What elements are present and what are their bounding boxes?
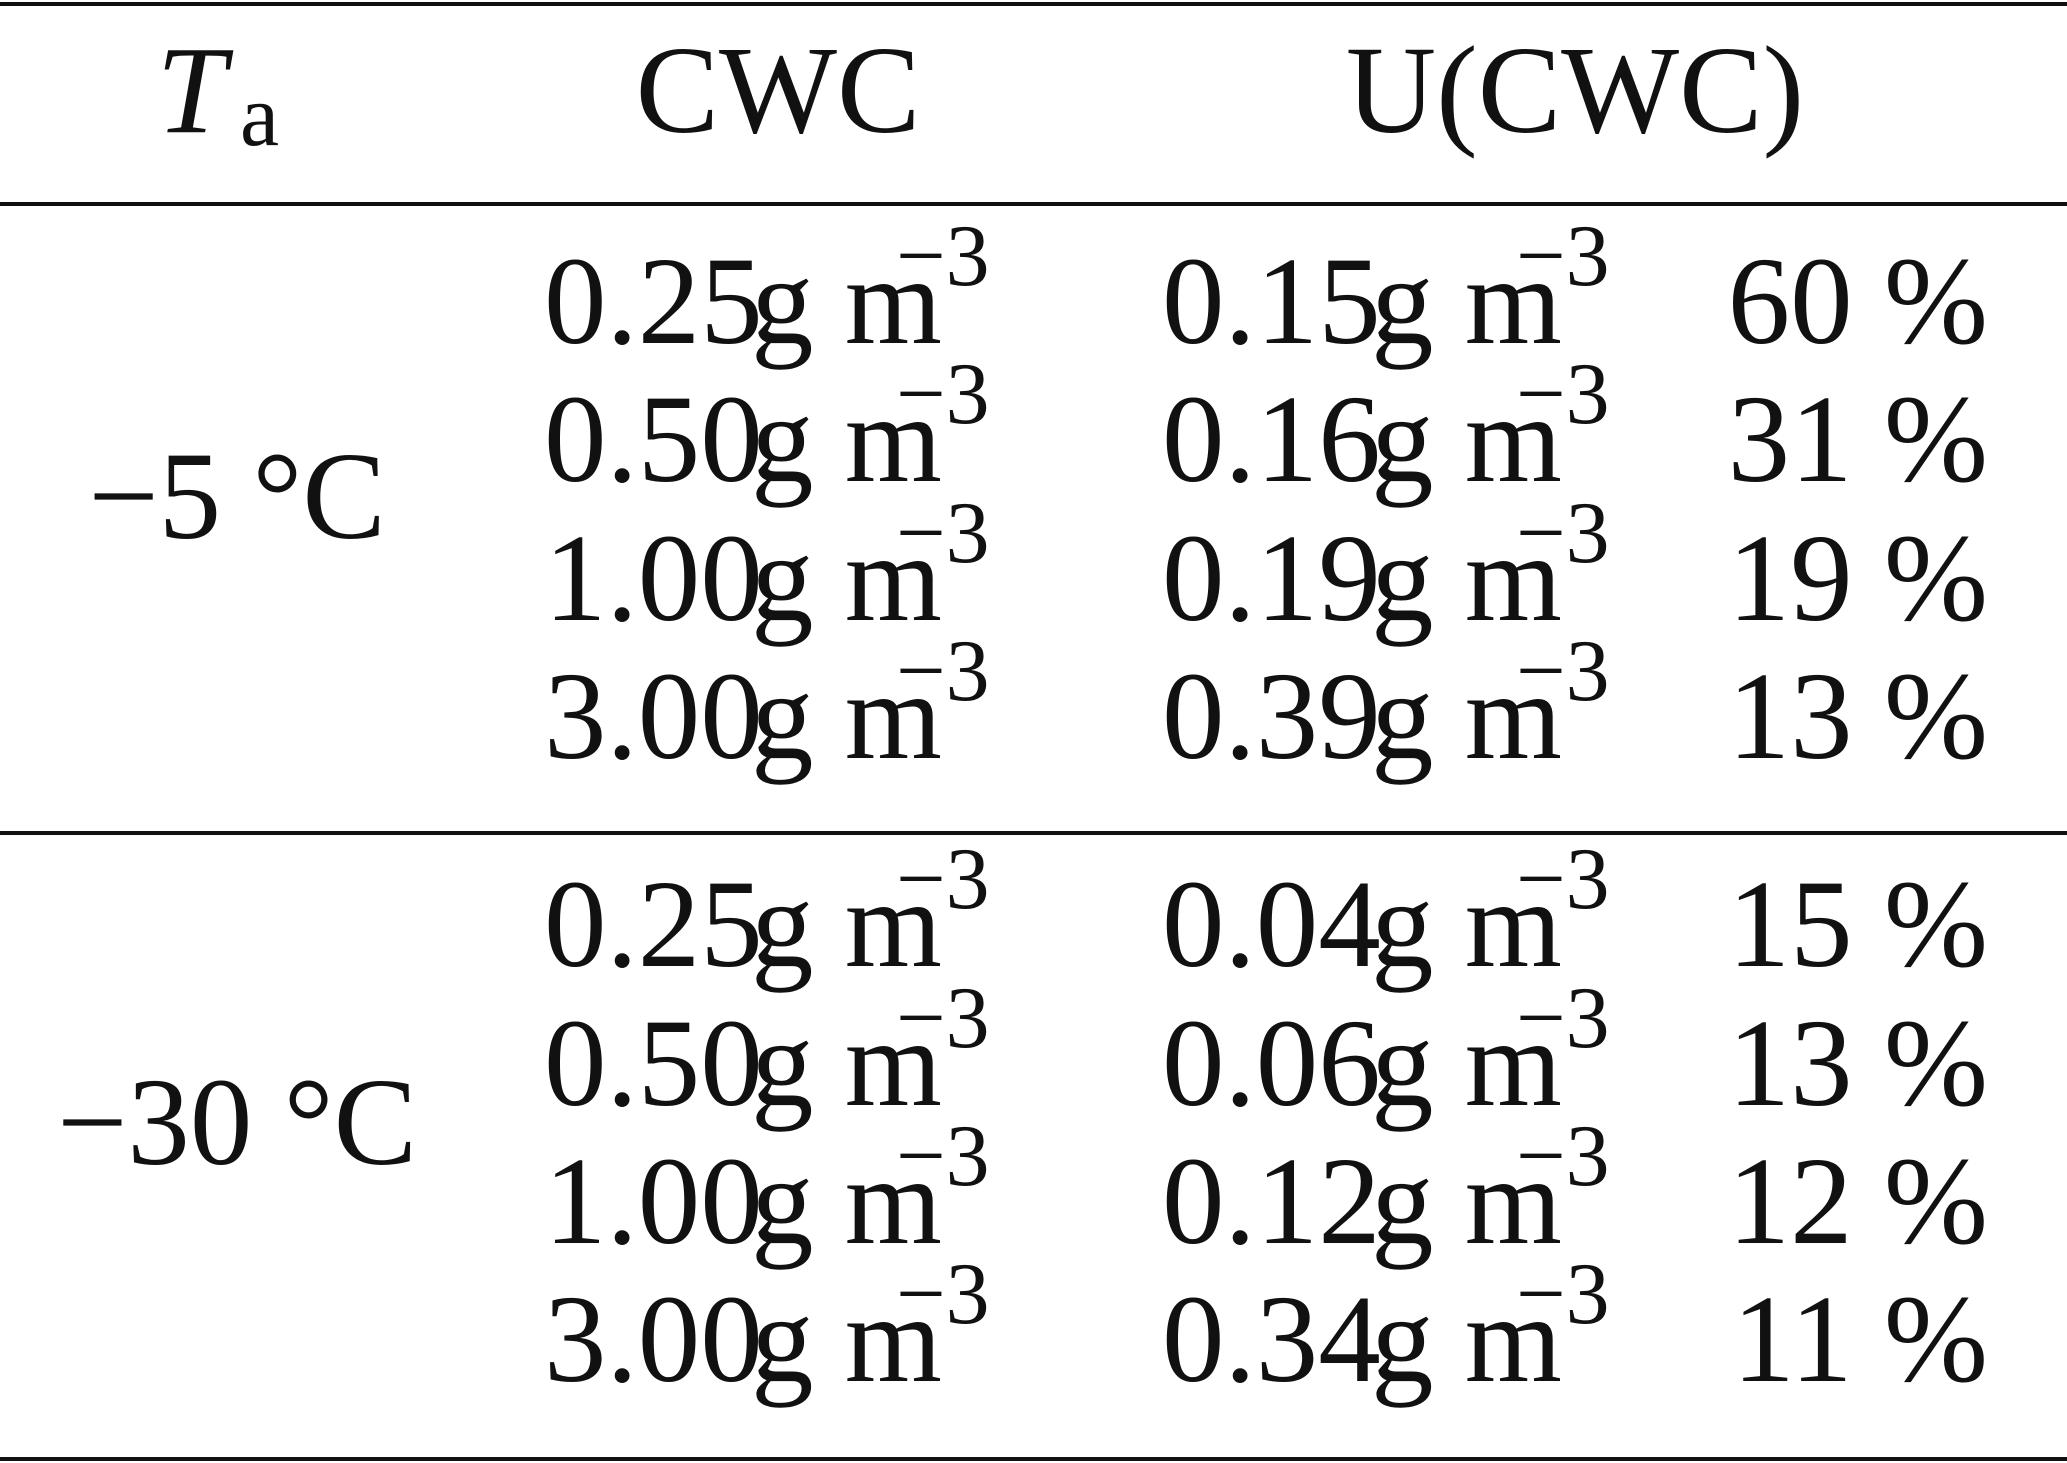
u-value: 0.04 <box>1162 856 1381 994</box>
percent: 60 % <box>1728 233 1988 371</box>
percent: 31 % <box>1728 371 1988 509</box>
u-value: 0.34 <box>1162 1271 1381 1409</box>
cwc-exponent: −3 <box>896 1108 990 1205</box>
cwc-value: 3.00 <box>544 1271 763 1409</box>
u-unit: g m <box>1371 1271 1562 1409</box>
cwc-value: 1.00 <box>544 1133 763 1271</box>
cwc-unit: g m <box>751 648 942 786</box>
cwc-value: 0.50 <box>544 995 763 1133</box>
u-unit: g m <box>1371 371 1562 509</box>
u-unit: g m <box>1371 1133 1562 1271</box>
u-value: 0.12 <box>1162 1133 1381 1271</box>
cwc-unit: g m <box>751 371 942 509</box>
cwc-value: 0.50 <box>544 371 763 509</box>
u-exponent: −3 <box>1516 831 1610 928</box>
u-exponent: −3 <box>1516 623 1610 720</box>
u-value: 0.16 <box>1162 371 1381 509</box>
temperature: −30 °C <box>57 1054 417 1192</box>
u-exponent: −3 <box>1516 346 1610 443</box>
header-cwc: CWC <box>636 22 921 160</box>
percent: 15 % <box>1728 856 1988 994</box>
cwc-value: 0.25 <box>544 856 763 994</box>
header-ta-subscript: a <box>240 68 279 165</box>
cwc-unit: g m <box>751 233 942 371</box>
cwc-unit: g m <box>751 856 942 994</box>
u-exponent: −3 <box>1516 1246 1610 1343</box>
percent: 11 % <box>1732 1271 1988 1409</box>
u-value: 0.06 <box>1162 995 1381 1133</box>
cwc-unit: g m <box>751 510 942 648</box>
u-unit: g m <box>1371 233 1562 371</box>
u-exponent: −3 <box>1516 485 1610 582</box>
cwc-value: 1.00 <box>544 510 763 648</box>
u-value: 0.19 <box>1162 510 1381 648</box>
cwc-exponent: −3 <box>896 208 990 305</box>
temperature: −5 °C <box>88 428 386 566</box>
u-exponent: −3 <box>1516 970 1610 1067</box>
percent: 12 % <box>1728 1133 1988 1271</box>
u-value: 0.39 <box>1162 648 1381 786</box>
cwc-unit: g m <box>751 1133 942 1271</box>
cwc-exponent: −3 <box>896 970 990 1067</box>
header-ucwc: U(CWC) <box>1346 22 1804 160</box>
cwc-unit: g m <box>751 1271 942 1409</box>
header-ta-symbol: T <box>156 22 233 160</box>
cwc-exponent: −3 <box>896 1246 990 1343</box>
u-value: 0.15 <box>1162 233 1381 371</box>
u-exponent: −3 <box>1516 208 1610 305</box>
u-unit: g m <box>1371 856 1562 994</box>
cwc-value: 3.00 <box>544 648 763 786</box>
percent: 13 % <box>1728 648 1988 786</box>
cwc-unit: g m <box>751 995 942 1133</box>
cwc-exponent: −3 <box>896 623 990 720</box>
u-unit: g m <box>1371 995 1562 1133</box>
u-exponent: −3 <box>1516 1108 1610 1205</box>
u-unit: g m <box>1371 648 1562 786</box>
percent: 19 % <box>1728 510 1988 648</box>
u-unit: g m <box>1371 510 1562 648</box>
cwc-value: 0.25 <box>544 233 763 371</box>
cwc-exponent: −3 <box>896 831 990 928</box>
percent: 13 % <box>1728 995 1988 1133</box>
cwc-exponent: −3 <box>896 485 990 582</box>
cwc-exponent: −3 <box>896 346 990 443</box>
